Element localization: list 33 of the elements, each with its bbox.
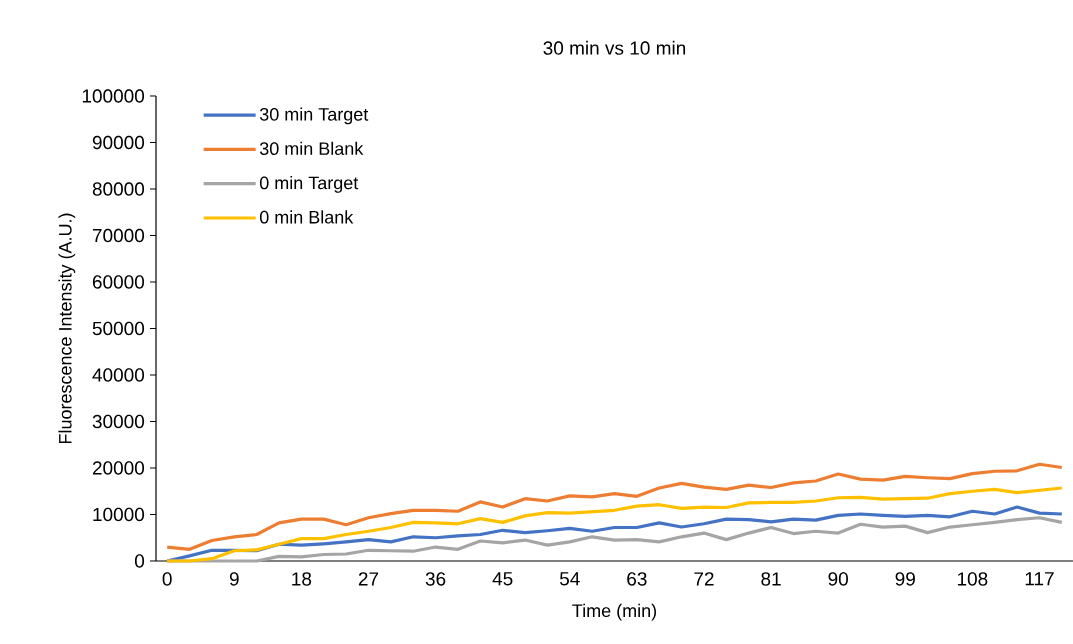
y-tick-label: 70000 <box>92 228 145 243</box>
x-tick-label: 54 <box>559 572 580 586</box>
x-tick-label: 45 <box>492 572 513 586</box>
line-series <box>165 462 1064 551</box>
x-tick-label: 0 <box>162 572 172 586</box>
legend-label: 30 min Target <box>259 107 369 125</box>
x-tick-label: 63 <box>627 572 647 586</box>
y-tick-label: 0 <box>134 554 145 568</box>
legend-label: 30 min Blank <box>259 141 364 155</box>
x-tick-label: 36 <box>425 572 446 586</box>
legend-label: 0 min Target <box>259 176 359 193</box>
legend-label: 0 min Blank <box>259 210 354 224</box>
x-tick-label: 18 <box>292 572 312 586</box>
y-tick-label: 100000 <box>82 89 145 103</box>
x-tick-label: 9 <box>229 572 239 586</box>
y-tick-label: 20000 <box>92 461 145 475</box>
y-tick-label: 40000 <box>92 368 145 382</box>
x-tick-label: 108 <box>957 572 988 586</box>
x-tick-label: 90 <box>828 572 848 586</box>
x-tick-label: 27 <box>358 572 379 586</box>
y-tick-label: 30000 <box>92 414 145 429</box>
x-tick-label: 81 <box>761 572 781 586</box>
x-tick-label: 72 <box>694 572 714 586</box>
x-tick-label: 99 <box>895 572 915 586</box>
y-tick-label: 90000 <box>92 135 145 150</box>
y-axis-title: Fluorescence Intensity (A.U.) <box>58 213 76 444</box>
y-tick-label: 10000 <box>93 507 145 522</box>
y-tick-label: 50000 <box>92 321 145 336</box>
x-tick-label: 117 <box>1025 572 1054 586</box>
y-tick-label: 80000 <box>92 182 145 196</box>
chart-title: 30 min vs 10 min <box>543 40 686 55</box>
x-axis-title: Time (min) <box>572 603 657 621</box>
y-tick-label: 60000 <box>92 275 145 289</box>
